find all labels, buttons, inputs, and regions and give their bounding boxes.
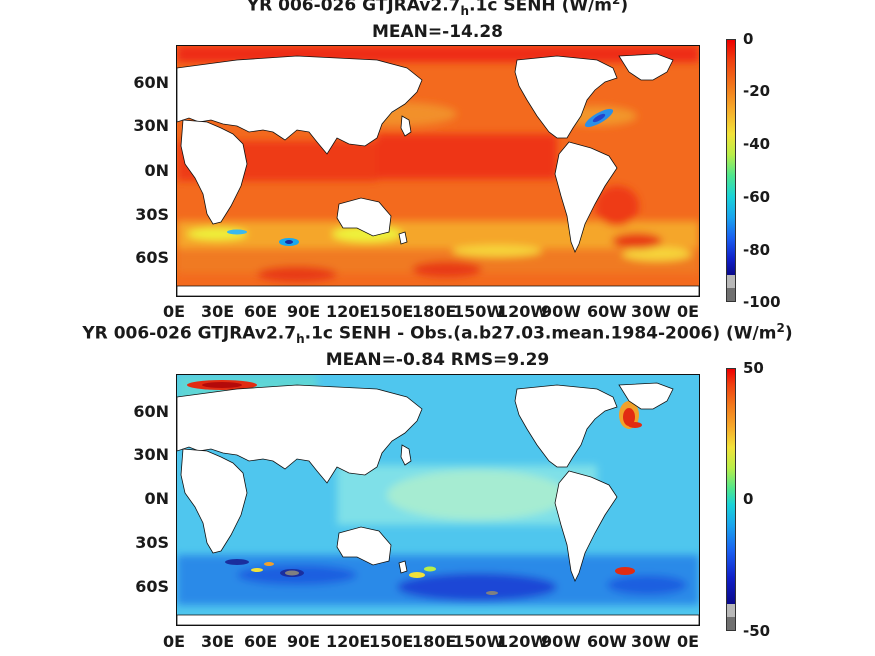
top-lon-label: 30E bbox=[201, 302, 235, 321]
top-map-stats: MEAN=-14.28 bbox=[372, 22, 503, 42]
bottom-lon-label: 180E bbox=[412, 632, 457, 651]
bottom-lon-label: 30E bbox=[201, 632, 235, 651]
bottom-lon-label: 90E bbox=[287, 632, 321, 651]
top-lon-label: 0E bbox=[163, 302, 186, 321]
bottom-land bbox=[177, 382, 699, 625]
top-map-title: YR 006-026 GTJRAv2.7h.1c SENH (W/m2) bbox=[246, 0, 629, 19]
bottom-map-stats: MEAN=-0.84 RMS=9.29 bbox=[325, 350, 550, 370]
bottom-colorbar-tick: 0 bbox=[743, 490, 754, 508]
top-lon-label: 120W bbox=[497, 302, 549, 321]
top-colorbar-tick: -20 bbox=[743, 82, 771, 100]
bottom-lon-label: 120E bbox=[326, 632, 371, 651]
top-lon-label: 120E bbox=[326, 302, 371, 321]
top-colorbar-tick: 0 bbox=[743, 30, 754, 48]
bottom-ocean-shading bbox=[177, 375, 699, 605]
bottom-colorbar bbox=[726, 368, 736, 631]
bottom-lat-label: 30N bbox=[133, 445, 169, 464]
bottom-lat-label: 0N bbox=[144, 489, 169, 508]
bottom-colorbar-tick: 50 bbox=[743, 359, 764, 377]
bottom-strong-features bbox=[187, 380, 642, 595]
bottom-lat-label: 60N bbox=[133, 402, 169, 421]
top-colorbar bbox=[726, 39, 736, 302]
top-colorbar-tick: -60 bbox=[743, 188, 771, 206]
bottom-map-svg bbox=[177, 375, 699, 625]
bottom-lon-label: 150W bbox=[453, 632, 505, 651]
top-lon-label: 90E bbox=[287, 302, 321, 321]
top-map-plot bbox=[176, 45, 700, 297]
bottom-map-plot bbox=[176, 374, 700, 626]
bottom-lon-label: 60E bbox=[244, 632, 278, 651]
bottom-lon-label: 60W bbox=[587, 632, 627, 651]
top-map-svg bbox=[177, 46, 699, 296]
bottom-lon-label: 150E bbox=[369, 632, 414, 651]
top-lon-label: 60W bbox=[587, 302, 627, 321]
top-lon-label: 0E bbox=[677, 302, 700, 321]
bottom-lon-label: 0E bbox=[163, 632, 186, 651]
bottom-lon-label: 0E bbox=[677, 632, 700, 651]
bottom-map-title: YR 006-026 GTJRAv2.7h.1c SENH - Obs.(a.b… bbox=[82, 321, 793, 347]
top-lon-label: 180E bbox=[412, 302, 457, 321]
top-colorbar-tick: -40 bbox=[743, 135, 771, 153]
top-lat-label: 60S bbox=[135, 248, 169, 267]
top-lon-label: 60E bbox=[244, 302, 278, 321]
bottom-colorbar-tick: -50 bbox=[743, 622, 771, 640]
bottom-lon-label: 30W bbox=[631, 632, 671, 651]
top-land bbox=[177, 53, 699, 296]
top-lat-label: 60N bbox=[133, 73, 169, 92]
top-colorbar-tick: -80 bbox=[743, 241, 771, 259]
top-lon-label: 150E bbox=[369, 302, 414, 321]
top-lat-label: 30S bbox=[135, 205, 169, 224]
bottom-lon-label: 90W bbox=[541, 632, 581, 651]
top-lon-label: 30W bbox=[631, 302, 671, 321]
top-lat-label: 0N bbox=[144, 161, 169, 180]
top-lon-label: 150W bbox=[453, 302, 505, 321]
top-colorbar-tick: -100 bbox=[743, 293, 781, 311]
top-lon-label: 90W bbox=[541, 302, 581, 321]
bottom-lat-label: 30S bbox=[135, 533, 169, 552]
bottom-lon-label: 120W bbox=[497, 632, 549, 651]
top-lat-label: 30N bbox=[133, 116, 169, 135]
bottom-lat-label: 60S bbox=[135, 577, 169, 596]
